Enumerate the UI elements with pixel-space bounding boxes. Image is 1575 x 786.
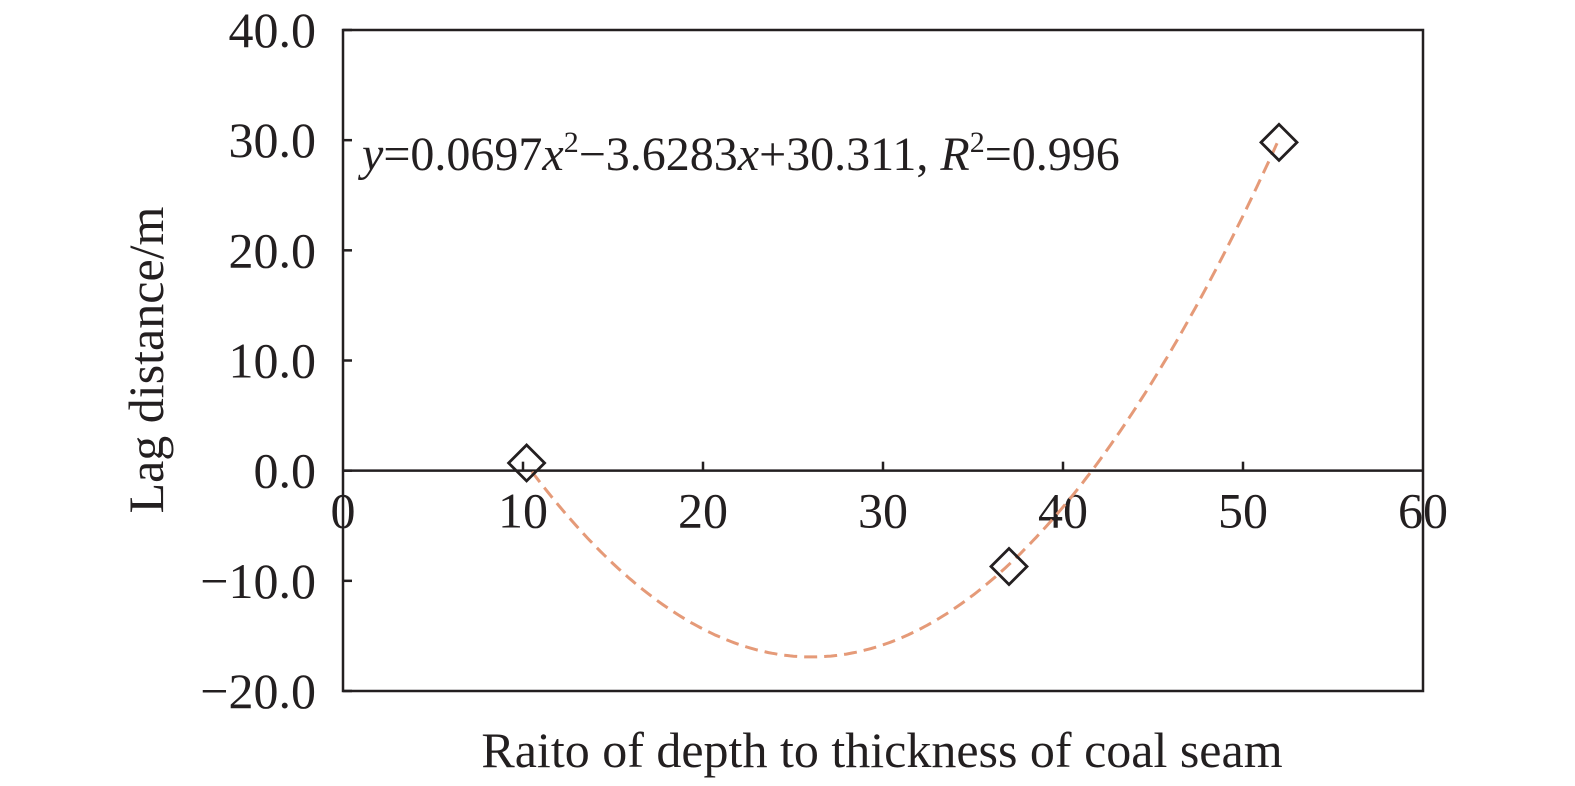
eq-part-1: =0.0697 (383, 128, 542, 181)
eq-superscript-1: 2 (564, 126, 579, 159)
x-tick-label: 30 (858, 483, 908, 539)
y-axis-ticks: 40.0 30.0 20.0 10.0 0.0 −10.0 −20.0 (200, 2, 352, 719)
eq-x-var-1: x (541, 128, 563, 181)
data-point-marker (506, 442, 547, 483)
eq-part-2: −3.6283 (579, 128, 738, 181)
eq-part-4: =0.996 (985, 128, 1120, 181)
eq-y-var: y (357, 128, 384, 181)
y-tick-label: 40.0 (229, 2, 317, 58)
y-tick-label: 0.0 (254, 443, 317, 499)
y-tick-label: 10.0 (229, 333, 317, 389)
eq-r-var: R (939, 128, 969, 181)
x-axis-ticks: 0 10 20 30 40 50 60 (331, 461, 1448, 539)
x-tick-label: 20 (678, 483, 728, 539)
y-tick-label: 30.0 (229, 112, 317, 168)
y-tick-label: −20.0 (200, 663, 316, 719)
x-tick-label: 50 (1218, 483, 1268, 539)
x-axis-title: Raito of depth to thickness of coal seam (481, 722, 1282, 778)
eq-part-3: +30.311, (759, 128, 940, 181)
x-tick-label: 40 (1038, 483, 1088, 539)
x-tick-label: 0 (331, 483, 356, 539)
data-points (506, 122, 1299, 587)
fit-equation: y=0.0697x2−3.6283x+30.311, R2=0.996 (357, 126, 1120, 181)
eq-x-var-2: x (737, 128, 759, 181)
x-tick-label: 60 (1398, 483, 1448, 539)
y-tick-label: 20.0 (229, 222, 317, 278)
x-tick-label: 10 (498, 483, 548, 539)
data-point-marker (1259, 122, 1299, 163)
data-point-marker (989, 546, 1029, 587)
eq-superscript-2: 2 (970, 126, 985, 159)
y-tick-label: −10.0 (200, 553, 316, 609)
fit-curve (530, 138, 1281, 659)
y-axis-title: Lag distance/m (118, 206, 174, 513)
